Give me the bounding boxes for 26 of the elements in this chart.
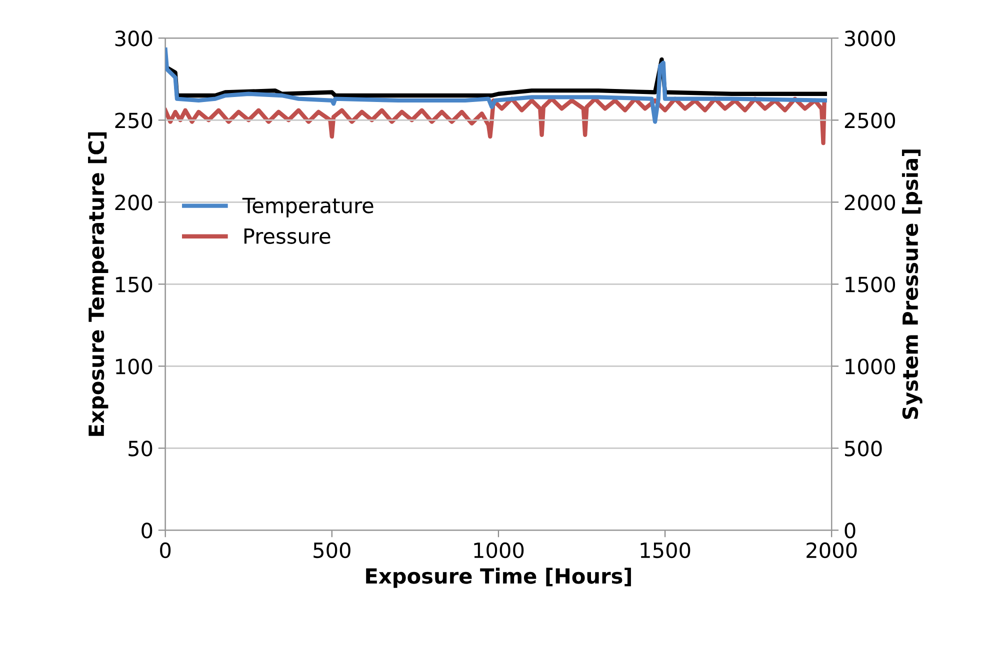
y-axis-title: Exposure Temperature [C] xyxy=(88,132,108,436)
y-tick-label: 50 xyxy=(128,440,152,456)
y-tick-label: 300 xyxy=(115,30,152,46)
x-tick-label: 2000 xyxy=(806,542,857,558)
y2-tick-label: 1000 xyxy=(846,358,896,374)
y-tick-label: 250 xyxy=(115,112,152,128)
y2-tick-label: 0 xyxy=(844,522,856,538)
y2-tick-label: 3000 xyxy=(844,30,896,46)
x-tick-label: 1000 xyxy=(474,542,524,558)
x-tick-label: 500 xyxy=(314,542,350,558)
y2-tick-label: 2500 xyxy=(844,112,896,128)
y-tick-label: 0 xyxy=(142,522,152,538)
legend-label: Pressure xyxy=(244,228,330,244)
y2-tick-label: 1500 xyxy=(846,276,896,292)
line-series xyxy=(165,48,828,124)
x-tick-label: 0 xyxy=(160,542,171,558)
legend-label: Temperature xyxy=(242,198,374,218)
y2-axis-title: System Pressure [psia] xyxy=(902,150,922,419)
y-tick-label: 200 xyxy=(115,194,152,210)
y-tick-label: 150 xyxy=(116,276,152,292)
y2-tick-label: 2000 xyxy=(844,194,896,210)
y2-tick-label: 500 xyxy=(845,440,882,456)
line-series xyxy=(165,96,826,146)
x-tick-label: 1500 xyxy=(640,542,690,558)
y-tick-label: 100 xyxy=(116,358,152,374)
x-axis-title: Exposure Time [Hours] xyxy=(366,568,631,588)
